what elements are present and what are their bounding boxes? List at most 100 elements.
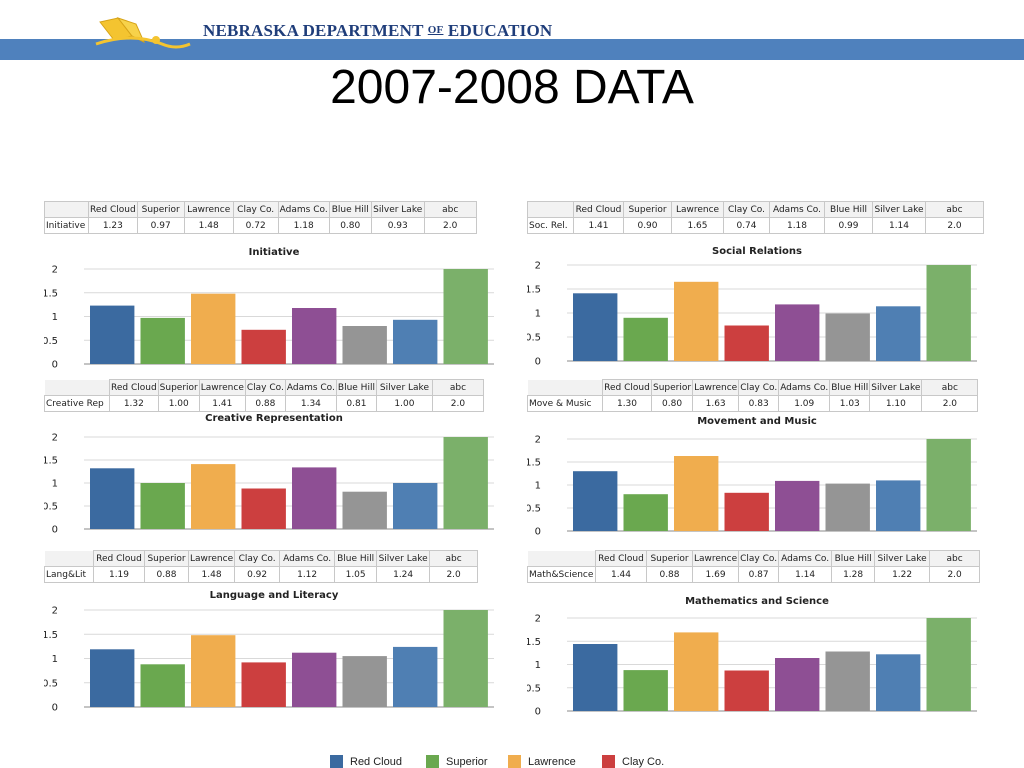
table-value-cell: 1.09: [778, 395, 831, 412]
bar-lawrence: [191, 635, 236, 707]
org-name: NEBRASKA DEPARTMENT OF EDUCATION: [203, 21, 553, 40]
bar-blue-hill: [342, 326, 387, 364]
bar-lawrence: [191, 464, 236, 529]
table-value-cell: 1.10: [869, 395, 923, 412]
bar-adams-co-: [292, 652, 337, 707]
table-header-cell: Adams Co.: [778, 379, 831, 396]
legend-item: Clay Co.: [602, 753, 664, 768]
table-header-cell: abc: [423, 201, 477, 218]
table-value-cell: 0.74: [723, 217, 770, 234]
bar-chart-movement-and-music: 0 0.5 1 1.5 2: [527, 435, 977, 535]
y-tick-label: 2: [535, 261, 541, 272]
table-header-cell: Blue Hill: [831, 550, 876, 567]
y-tick-label: 1.5: [44, 288, 58, 299]
bar-adams-co-: [775, 480, 820, 531]
table-header-cell: Lawrence: [691, 550, 740, 567]
table-value-cell: 1.19: [93, 566, 145, 583]
bar-blue-hill: [342, 656, 387, 707]
bar-abc: [926, 439, 971, 531]
chart-title: Language and Literacy: [209, 590, 339, 601]
legend-label: Superior: [446, 755, 488, 768]
table-value-cell: 1.23: [88, 217, 138, 234]
bar-abc: [443, 269, 488, 364]
table-row-label: Lang&Lit: [44, 566, 94, 583]
data-table-mathematics-and-science: Red Cloud Superior Lawrence Clay Co. Adams C…: [527, 550, 981, 583]
table-header-cell: Lawrence: [187, 550, 236, 567]
table-corner: [44, 379, 110, 396]
bar-superior: [623, 670, 668, 711]
table-header-cell: Silver Lake: [375, 379, 433, 396]
table-header-cell: Red Cloud: [573, 201, 624, 218]
table-value-cell: 0.93: [370, 217, 425, 234]
table-row-label: Creative Rep: [44, 395, 110, 412]
legend-swatch: [426, 755, 439, 768]
table-header-cell: Blue Hill: [824, 201, 873, 218]
table-value-cell: 0.83: [738, 395, 780, 412]
table-value-cell: 1.41: [573, 217, 624, 234]
table-header-cell: Red Cloud: [595, 550, 647, 567]
table-header-cell: Silver Lake: [872, 201, 926, 218]
chart-title: Social Relations: [712, 246, 802, 257]
table-header-cell: Silver Lake: [869, 379, 923, 396]
table-value-cell: 1.03: [829, 395, 871, 412]
bar-abc: [443, 610, 488, 707]
table-header-cell: Clay Co.: [244, 379, 286, 396]
table-header-cell: Superior: [157, 379, 200, 396]
table-value-cell: 1.28: [831, 566, 876, 583]
table-value-cell: 1.44: [595, 566, 647, 583]
table-header-cell: Superior: [136, 201, 185, 218]
data-table-creative-representation: Red Cloud Superior Lawrence Clay Co. Adams C…: [44, 379, 484, 412]
bar-abc: [443, 437, 488, 529]
table-value-cell: 0.88: [244, 395, 286, 412]
bar-red-cloud: [90, 468, 135, 529]
table-value-cell: 1.30: [602, 395, 652, 412]
table-value-cell: 1.14: [778, 566, 833, 583]
bar-red-cloud: [90, 649, 135, 707]
bar-adams-co-: [775, 304, 820, 361]
table-header-cell: Red Cloud: [88, 201, 138, 218]
bar-silver-lake: [393, 483, 438, 529]
table-value-cell: 1.48: [187, 566, 236, 583]
table-header-cell: Lawrence: [692, 379, 740, 396]
table-header-cell: Lawrence: [671, 201, 724, 218]
table-corner: [44, 550, 94, 567]
table-value-cell: 0.99: [824, 217, 873, 234]
bar-silver-lake: [393, 319, 438, 364]
table-value-cell: 1.34: [284, 395, 337, 412]
legend-swatch: [602, 755, 615, 768]
bar-lawrence: [674, 632, 719, 711]
table-value-cell: 2.0: [423, 217, 477, 234]
bar-adams-co-: [775, 658, 820, 711]
table-value-cell: 2.0: [921, 395, 979, 412]
y-tick-label: 0.5: [527, 504, 541, 515]
table-value-cell: 0.72: [232, 217, 279, 234]
chart-panel-creative-representation: Red Cloud Superior Lawrence Clay Co. Adams C…: [44, 379, 504, 549]
table-row-label: Move & Music: [527, 395, 603, 412]
y-tick-label: 0.5: [44, 336, 58, 347]
bar-silver-lake: [876, 480, 921, 531]
y-tick-label: 2: [52, 265, 58, 276]
bar-red-cloud: [90, 305, 135, 364]
table-value-cell: 0.92: [234, 566, 281, 583]
table-header-cell: Superior: [646, 550, 693, 567]
legend-label: Lawrence: [528, 755, 576, 768]
header-band: [0, 39, 1024, 60]
table-value-cell: 1.32: [109, 395, 159, 412]
table-header-cell: Adams Co.: [279, 550, 336, 567]
table-value-cell: 0.87: [738, 566, 780, 583]
y-tick-label: 1: [52, 312, 58, 323]
bar-red-cloud: [573, 644, 618, 711]
y-tick-label: 0.5: [527, 333, 541, 344]
bar-chart-initiative: 0 0.5 1 1.5 2: [44, 265, 494, 368]
table-value-cell: 1.12: [279, 566, 336, 583]
bar-silver-lake: [876, 654, 921, 711]
bar-blue-hill: [825, 313, 870, 361]
y-tick-label: 1: [52, 479, 58, 490]
table-row-label: Soc. Rel.: [527, 217, 574, 234]
table-value-cell: 0.97: [136, 217, 185, 234]
bar-chart-language-and-literacy: 0 0.5 1 1.5 2: [44, 606, 494, 711]
bar-clay-co-: [241, 488, 286, 529]
y-tick-label: 2: [535, 435, 541, 446]
table-header-cell: Lawrence: [183, 201, 234, 218]
chart-panel-social-relations: Red Cloud Superior Lawrence Clay Co. Adams C…: [527, 201, 987, 371]
